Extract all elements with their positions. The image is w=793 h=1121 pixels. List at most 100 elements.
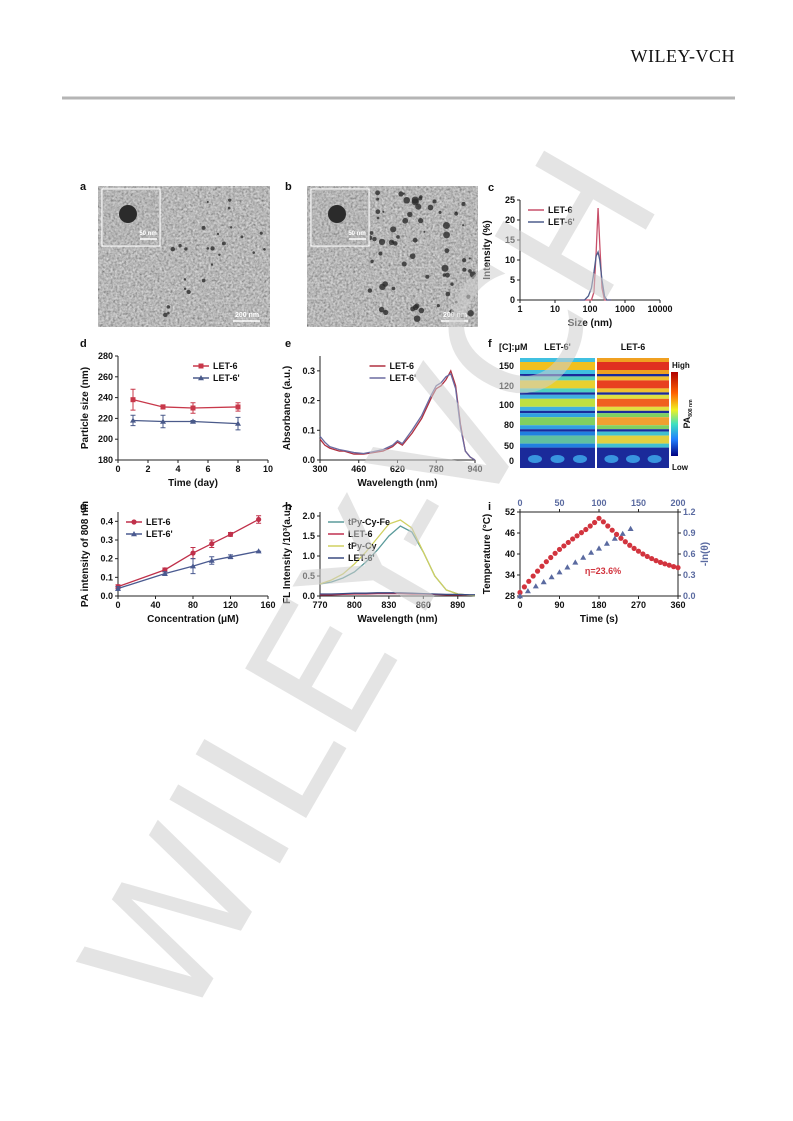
particle (445, 272, 450, 278)
marker (570, 536, 576, 542)
marker (160, 418, 166, 424)
x-tick-label: 180 (591, 600, 606, 610)
x-tick-label: 120 (223, 600, 238, 610)
legend-label: LET-6' (146, 529, 173, 539)
particle (413, 315, 421, 322)
marker (662, 561, 668, 567)
particle (427, 204, 434, 211)
annotation: η=23.6% (585, 566, 621, 576)
particle (390, 226, 397, 233)
y-tick-label: 46 (505, 528, 515, 538)
particle (218, 253, 221, 257)
heat-spot (626, 455, 640, 463)
marker (160, 404, 166, 410)
marker (666, 562, 672, 568)
series-line (117, 518, 259, 588)
x-tick-label: 0 (115, 464, 120, 474)
particle (229, 226, 233, 229)
heat-band (520, 443, 595, 448)
marker (618, 535, 624, 541)
heat-band (520, 380, 595, 389)
particle (186, 289, 191, 295)
panel-letter: e (285, 338, 291, 350)
heat-band (597, 413, 669, 418)
particle (402, 217, 409, 224)
marker (209, 541, 215, 547)
particle (409, 253, 416, 260)
heat-band (520, 431, 595, 436)
marker (208, 557, 215, 563)
legend-label: LET-6' (348, 553, 375, 563)
marker (600, 519, 606, 525)
heat-spot (647, 455, 662, 463)
y-tick-label: 28 (505, 591, 515, 601)
series-line (320, 592, 475, 596)
y-tick-label: 0.3 (100, 535, 113, 545)
particle (375, 209, 381, 214)
particle (369, 231, 374, 235)
panel-letter: b (285, 181, 292, 193)
colorbar-high: High (672, 361, 690, 370)
marker (548, 554, 554, 561)
particle (170, 246, 176, 252)
y-tick-label: 0.1 (100, 572, 113, 582)
particle (396, 235, 400, 239)
x-tick-label: 1 (517, 304, 522, 314)
y-tick-label: 20 (505, 215, 515, 225)
heat-band (520, 410, 595, 414)
heat-band (597, 417, 669, 426)
y-axis-label: PA intensity of 808 nm (80, 501, 91, 607)
heat-band (597, 435, 669, 444)
legend-label: tPy-Cy (348, 541, 377, 551)
particle (372, 236, 377, 242)
y-axis-label: Particle size (nm) (80, 367, 91, 449)
particle (382, 210, 385, 213)
x-tick-label: 6 (205, 464, 210, 474)
series-line (132, 419, 239, 425)
marker (130, 417, 136, 423)
particle (461, 201, 466, 206)
y-tick-label: 25 (505, 195, 515, 205)
legend-label: LET-6 (548, 205, 573, 215)
marker (572, 559, 579, 565)
marker (534, 568, 541, 574)
heat-band (597, 370, 669, 374)
particle (443, 231, 450, 239)
marker (198, 363, 204, 369)
particle (418, 307, 425, 314)
marker (609, 527, 615, 533)
y-tick-label: 0.4 (100, 516, 113, 526)
particle (462, 267, 467, 272)
particle (466, 294, 471, 299)
legend-label: LET-6 (213, 361, 238, 371)
legend-label: tPy-Cy-Fe (348, 517, 390, 527)
heat-band (597, 425, 669, 430)
x-tick-label: 1000 (615, 304, 635, 314)
y-tick-label: 240 (98, 393, 113, 403)
particle (240, 235, 244, 239)
x-tick-label: 10 (263, 464, 273, 474)
heat-band (597, 429, 669, 432)
heat-band (597, 374, 669, 377)
particle (391, 240, 394, 243)
marker (605, 523, 611, 529)
heat-band (520, 358, 595, 362)
panel-letter: a (80, 181, 87, 193)
heat-spot (604, 455, 619, 463)
colorbar-low: Low (672, 463, 689, 472)
legend-label: LET-6 (348, 529, 373, 539)
y-tick-label: 34 (505, 570, 515, 580)
marker (543, 559, 549, 565)
marker (631, 545, 637, 552)
panel-letter: h (285, 501, 292, 513)
figure: a 50 nm 200 nm b 50 nm 200 nm f [C]:μM LET-6' LET… (80, 181, 711, 625)
colorbar-label: PA808 nm (682, 399, 694, 429)
series-line (319, 369, 476, 461)
x-tick-label: 0 (517, 600, 522, 610)
y-tick-label: 1.0 (302, 551, 315, 561)
heat-spot (550, 455, 565, 463)
y2-axis-label: -ln(θ) (700, 542, 711, 566)
y-tick-label: 0 (510, 295, 515, 305)
publisher-logo: WILEY-VCH (631, 46, 735, 66)
